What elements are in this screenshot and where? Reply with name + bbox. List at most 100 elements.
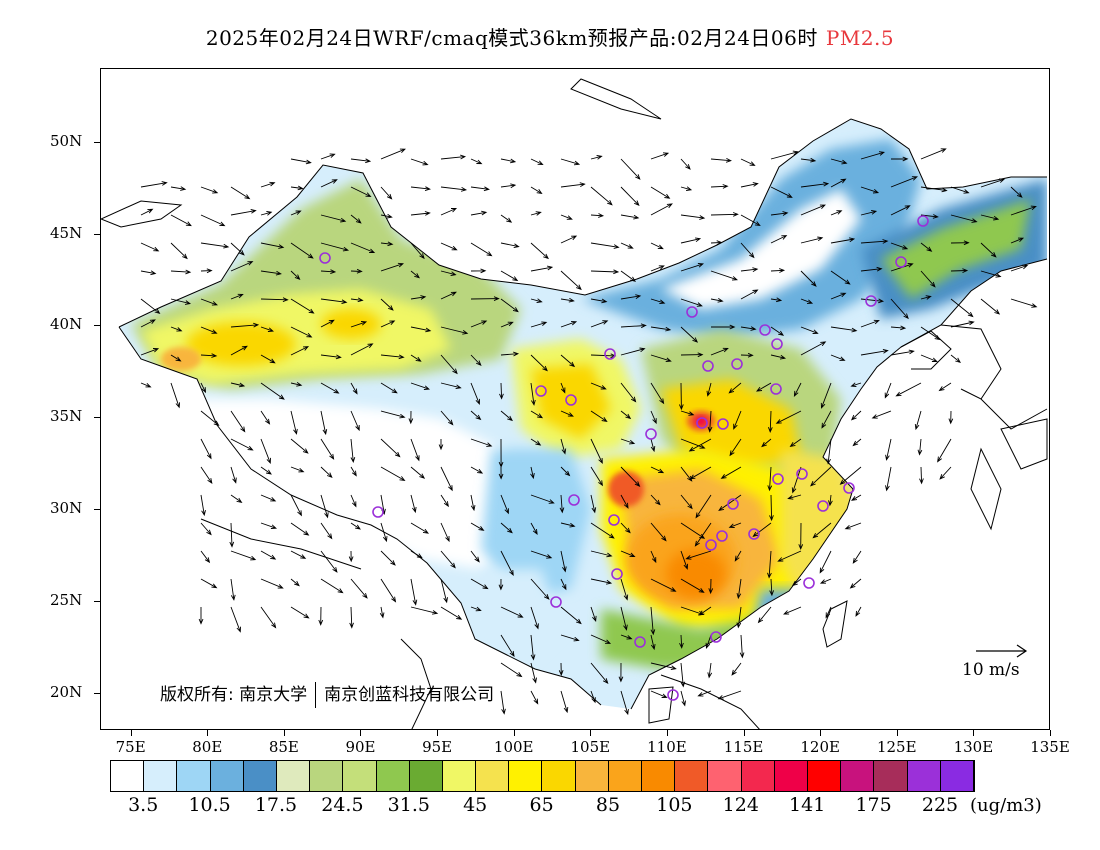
wind-arrow	[140, 208, 154, 216]
wind-arrow	[410, 270, 420, 279]
legend-swatch	[144, 761, 178, 791]
wind-arrow	[140, 298, 161, 315]
wind-arrow	[410, 494, 417, 514]
legend-label: 65	[529, 794, 554, 816]
wind-arrow	[620, 690, 629, 716]
wind-arrow	[350, 158, 372, 164]
wind-arrow	[885, 438, 892, 461]
wind-arrow	[348, 550, 354, 563]
wind-arrow	[890, 325, 907, 331]
wind-arrow	[320, 466, 333, 478]
wind-arrow	[350, 578, 368, 599]
station-marker	[535, 385, 547, 397]
wind-arrow	[620, 438, 636, 445]
wind-arrow	[530, 158, 544, 165]
legend-swatch	[608, 761, 642, 791]
wind-arrow	[620, 550, 636, 558]
wind-arrow	[650, 578, 677, 592]
wind-arrow	[590, 662, 609, 684]
station-marker	[608, 514, 620, 526]
wind-arrow	[1010, 264, 1029, 272]
wind-arrow	[812, 522, 832, 539]
legend-swatch	[343, 761, 377, 791]
station-marker	[803, 577, 815, 589]
wind-arrow	[590, 320, 609, 328]
wind-arrow	[380, 550, 396, 566]
wind-arrow	[440, 494, 449, 508]
wind-arrow	[1010, 186, 1023, 198]
wind-arrow	[560, 466, 571, 477]
wind-arrow	[890, 205, 911, 216]
station-marker	[634, 636, 646, 648]
wind-arrow	[620, 158, 641, 180]
wind-arrow	[350, 382, 358, 395]
legend-swatch	[210, 761, 244, 791]
wind-arrow	[590, 298, 608, 304]
map-panel[interactable]	[100, 68, 1050, 730]
wind-arrow	[530, 550, 553, 559]
lat-tick	[94, 509, 100, 511]
wind-arrow	[318, 606, 324, 626]
station-marker	[710, 631, 722, 643]
wind-arrow	[559, 494, 565, 514]
wind-arrow	[680, 410, 695, 416]
wind-arrow	[920, 186, 948, 193]
title-species: PM2.5	[825, 26, 895, 50]
wind-arrow	[230, 550, 257, 561]
wind-arrow	[860, 348, 889, 356]
wind-arrow	[830, 292, 847, 300]
wind-arrow	[230, 578, 236, 601]
legend-swatch	[111, 761, 145, 791]
wind-arrow	[290, 185, 304, 191]
legend-swatch	[177, 761, 211, 791]
wind-arrow	[440, 242, 458, 251]
wind-arrow	[650, 662, 677, 671]
legend-swatch	[376, 761, 410, 791]
station-marker	[568, 494, 580, 506]
wind-arrow	[830, 237, 856, 244]
wind-arrow	[320, 153, 336, 160]
wind-arrow	[440, 270, 457, 276]
lon-tick-label: 135E	[1030, 738, 1070, 756]
wind-arrow	[938, 382, 952, 392]
wind-arrow	[350, 186, 372, 198]
wind-arrow	[650, 186, 671, 199]
wind-arrow	[791, 578, 802, 587]
wind-arrow	[380, 186, 393, 200]
wind-arrow	[830, 210, 843, 216]
wind-arrow	[498, 438, 504, 468]
wind-arrow	[170, 354, 182, 362]
station-marker	[727, 498, 739, 510]
wind-arrow	[350, 494, 357, 508]
station-marker	[696, 417, 708, 429]
wind-arrow	[200, 466, 213, 484]
wind-arrow	[770, 150, 799, 160]
wind-arrow	[500, 321, 514, 328]
wind-arrow	[770, 326, 785, 336]
wind-arrow	[470, 522, 485, 531]
wind-arrow	[697, 690, 712, 697]
wind-arrow	[770, 268, 786, 273]
lon-tick	[283, 730, 285, 736]
lat-tick	[94, 141, 100, 143]
wind-arrow	[260, 242, 285, 249]
lat-tick	[94, 325, 100, 327]
wind-arrow	[920, 242, 933, 252]
wind-arrow	[560, 270, 582, 291]
wind-arrow	[688, 438, 712, 452]
wind-arrow	[830, 158, 848, 165]
wind-arrow	[733, 410, 742, 430]
wind-arrow	[260, 270, 282, 276]
wind-arrow	[200, 326, 218, 334]
wind-arrow	[470, 296, 500, 302]
wind-arrow	[706, 382, 712, 397]
wind-arrow	[230, 438, 254, 451]
wind-arrow	[680, 326, 699, 343]
wind-arrow	[170, 214, 192, 227]
wind-arrow	[440, 522, 450, 543]
wind-arrow	[689, 466, 712, 480]
wind-arrow	[498, 466, 504, 480]
wind-arrow	[260, 211, 273, 216]
wind-arrow	[320, 179, 338, 188]
wind-arrow	[530, 466, 535, 480]
